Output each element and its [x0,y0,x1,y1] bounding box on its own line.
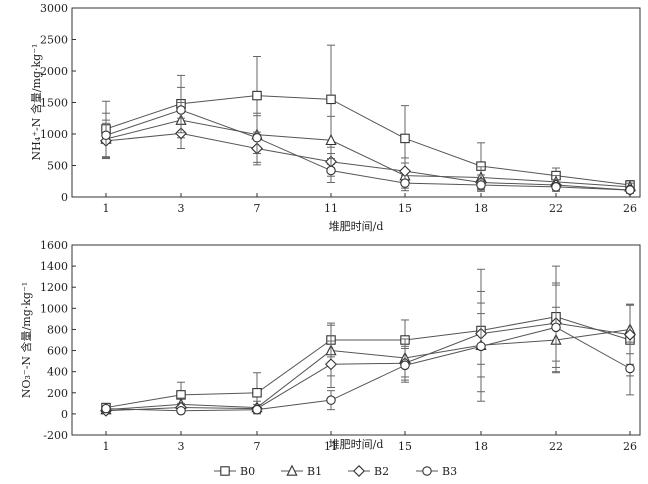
legend-label: B2 [374,465,389,478]
no3-x-axis: 1 3 7 11 15 18 22 26 [103,431,637,453]
nh4-y-axis: 0 500 1000 1500 2000 2500 3000 [40,2,76,204]
legend-label: B1 [307,465,322,478]
y-tick-label: 1000 [40,302,68,315]
x-tick-label: 1 [103,440,110,453]
no3-x-axis-label: 堆肥时间/d [329,438,384,451]
y-tick-label: 800 [47,323,68,336]
x-tick-label: 11 [324,440,338,453]
series-line [105,132,631,191]
data-point [326,395,336,405]
nh4-y-axis-label: NH₄⁺-N 含量/mg·kg⁻¹ [29,44,43,161]
y-tick-label: 1000 [40,128,68,141]
nh4-series-layer [100,44,636,197]
series-line [105,328,631,411]
x-tick-label: 3 [178,202,185,215]
y-tick-label: 0 [61,191,68,204]
data-point [325,358,337,371]
data-point [476,180,486,190]
legend-label: B3 [442,465,457,478]
y-tick-label: 2000 [40,65,68,78]
data-point [551,322,561,333]
x-tick-label: 15 [398,202,412,215]
legend-item-b2: B2 [348,465,389,478]
y-tick-label: 400 [47,366,68,379]
series-line [105,316,631,409]
legend-item-b1: B1 [281,464,322,478]
y-tick-label: 1500 [40,97,68,110]
x-tick-label: 18 [474,440,488,453]
data-point [176,105,186,115]
y-tick-label: 3000 [40,2,68,15]
y-tick-label: 1600 [40,239,68,252]
series-b3 [101,282,635,416]
nh4-panel: 0 500 1000 1500 2000 2500 3000 1 3 7 11 15 18 22 26 N… [29,2,641,233]
data-point [252,90,262,101]
no3-y-axis: -200 0 200 400 600 800 1000 1200 1400 1600 [40,239,76,442]
series-line [105,95,631,186]
data-point [176,405,186,416]
series-line [105,109,631,191]
data-point [325,133,337,146]
series-b3 [101,86,635,195]
x-tick-label: 18 [474,202,488,215]
y-tick-label: 2500 [40,34,68,47]
no3-y-axis-label: NO₃⁻-N 含量/mg·kg⁻¹ [19,282,33,398]
data-point [624,328,636,341]
data-point [400,360,410,371]
x-tick-label: 22 [549,440,563,453]
y-tick-label: 200 [47,387,68,400]
data-point [551,182,561,192]
y-tick-label: 1200 [40,281,68,294]
data-point [625,185,635,195]
data-point [399,165,411,178]
x-tick-label: 11 [324,202,338,215]
nh4-plot-frame [71,7,641,198]
y-tick-label: 600 [47,345,68,358]
data-point [400,133,410,144]
data-point [476,341,486,352]
series-line [105,326,631,412]
data-point [400,178,410,188]
data-point [252,133,262,143]
y-tick-label: -200 [43,429,68,442]
no3-series-layer [100,265,636,417]
series-line [105,322,631,412]
data-point [175,127,187,140]
data-point [101,403,111,414]
y-tick-label: 0 [61,408,68,421]
x-tick-label: 22 [549,202,563,215]
x-tick-label: 7 [254,202,261,215]
legend-item-b0: B0 [214,465,255,478]
legend-marker [353,465,365,477]
x-tick-label: 26 [623,440,637,453]
data-point [326,94,336,105]
x-tick-label: 26 [623,202,637,215]
data-point [326,165,336,176]
data-point [625,363,635,374]
legend-marker [220,466,230,476]
y-tick-label: 1400 [40,260,68,273]
x-tick-label: 1 [103,202,110,215]
data-point [252,404,262,415]
legend-item-b3: B3 [416,465,457,478]
nh4-x-axis-label: 堆肥时间/d [329,220,384,233]
data-point [101,130,111,141]
x-tick-label: 3 [178,440,185,453]
x-tick-label: 15 [398,440,412,453]
legend-marker [286,464,298,476]
legend: B0 B1 B2 B3 [214,464,457,478]
x-tick-label: 7 [254,440,261,453]
y-tick-label: 500 [47,160,68,173]
legend-marker [422,466,432,476]
series-line [105,119,631,188]
legend-label: B0 [240,465,255,478]
data-point [252,388,262,398]
nh4-x-axis: 1 3 7 11 15 18 22 26 [103,193,637,215]
